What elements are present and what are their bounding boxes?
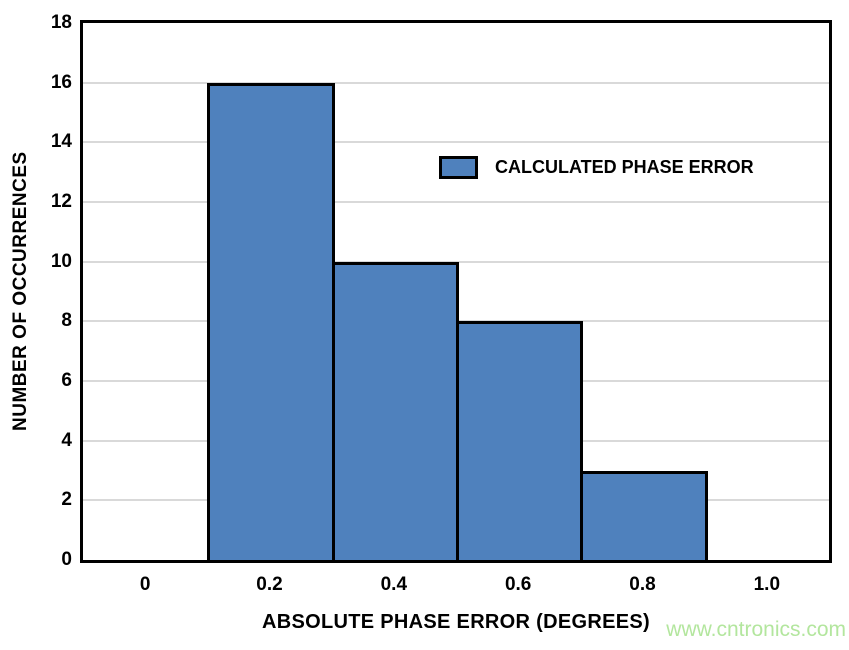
histogram-bar	[580, 470, 708, 563]
histogram-bar	[456, 321, 584, 563]
plot-area: CALCULATED PHASE ERROR	[80, 20, 832, 563]
y-tick-label: 18	[50, 12, 72, 33]
x-tick-label: 0.8	[629, 574, 656, 595]
x-tick-label: 0.6	[504, 574, 532, 595]
x-tick-label: 0.2	[256, 574, 283, 595]
gridline	[83, 81, 829, 84]
x-tick-label: 1.0	[753, 574, 781, 595]
y-tick-label: 10	[50, 250, 72, 272]
y-tick-label: 12	[50, 191, 72, 212]
histogram-bar	[331, 261, 459, 563]
y-tick-label: 6	[61, 370, 72, 391]
watermark: www.cntronics.com	[666, 618, 846, 641]
x-axis-title: ABSOLUTE PHASE ERROR (DEGREES)	[262, 611, 650, 633]
histogram-bar	[207, 82, 335, 563]
y-tick-label: 4	[61, 429, 72, 451]
legend: CALCULATED PHASE ERROR	[439, 156, 754, 179]
legend-swatch	[439, 156, 478, 179]
y-axis-title: NUMBER OF OCCURRENCES	[10, 151, 31, 432]
x-tick-label: 0.4	[380, 574, 408, 595]
gridline	[83, 141, 829, 144]
y-tick-label: 8	[61, 310, 72, 332]
legend-label: CALCULATED PHASE ERROR	[495, 157, 754, 177]
y-tick-label: 14	[50, 131, 72, 153]
y-tick-label: 16	[50, 71, 72, 93]
y-tick-label: 2	[61, 489, 72, 511]
y-tick-label: 0	[61, 549, 72, 570]
gridline	[83, 201, 829, 203]
x-tick-label: 0	[139, 574, 151, 595]
